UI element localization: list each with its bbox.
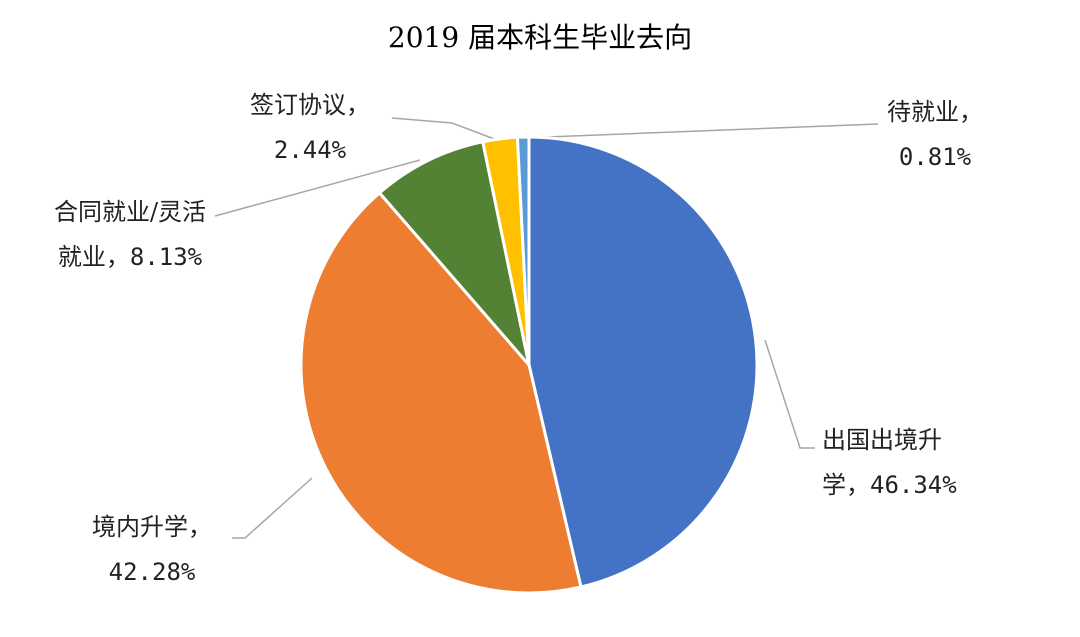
leader-line (764, 339, 815, 449)
value-label: 42.28% (108, 558, 196, 586)
pie-slice (299, 190, 583, 595)
leader-line (214, 159, 421, 217)
value-label: 46.34% (870, 471, 957, 499)
value-label: 2.44% (273, 136, 347, 164)
leader-line (520, 123, 879, 139)
pie-slice (515, 135, 531, 366)
data-label: 合同就业/灵活就业，8.13% (50, 190, 210, 280)
category-label: 境内升学， (92, 513, 212, 541)
category-label: 出国出境升学， (822, 426, 942, 499)
leader-lines (214, 117, 879, 539)
pie-slice (377, 139, 532, 371)
category-label: 合同就业/灵活就业， (53, 198, 207, 271)
leader-line (391, 117, 498, 141)
data-label: 签订协议， 2.44% (228, 83, 392, 173)
pie-slice (527, 135, 759, 589)
category-label: 签订协议， (250, 91, 370, 119)
data-label: 出国出境升学，46.34% (822, 418, 974, 508)
leader-line (232, 477, 313, 539)
value-label: 0.81% (898, 143, 972, 171)
category-label: 待就业， (887, 98, 983, 126)
chart-title: 2019 届本科生毕业去向 (387, 21, 693, 54)
data-label: 待就业， 0.81% (868, 90, 1002, 180)
data-label: 境内升学， 42.28% (72, 505, 232, 595)
value-label: 8.13% (129, 243, 203, 271)
